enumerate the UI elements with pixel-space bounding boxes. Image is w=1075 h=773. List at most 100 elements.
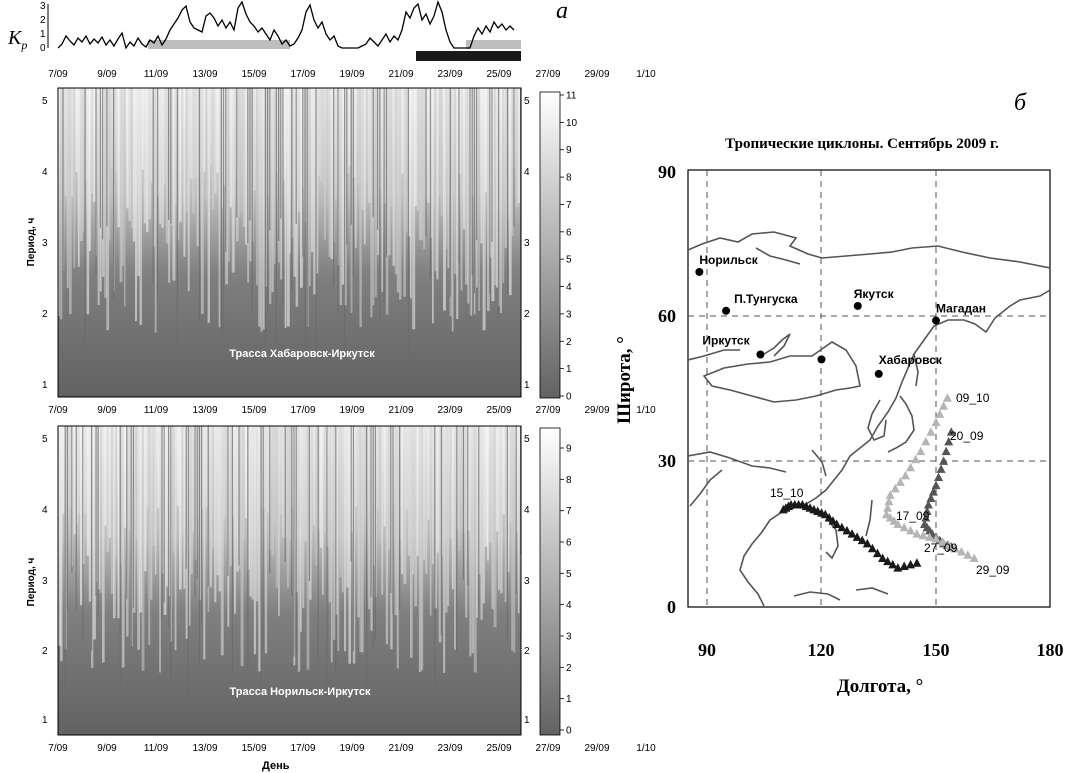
- spectrogram-streak: [396, 426, 399, 669]
- cyclone-track-marker: [912, 529, 922, 538]
- spectrogram-streak: [399, 88, 402, 300]
- spectrogram-dark-streak: [126, 426, 128, 600]
- spectrogram-streak: [511, 88, 514, 236]
- spectrogram-dark-streak: [399, 426, 401, 610]
- spectrogram-streak: [295, 426, 299, 593]
- spectrogram-streak: [388, 426, 391, 550]
- spectrogram-streak: [64, 88, 67, 197]
- spectrogram-streak: [229, 426, 233, 566]
- panel-letter-b: б: [1014, 90, 1027, 116]
- spectrogram-streak: [60, 88, 63, 320]
- spectrogram-streak: [165, 88, 169, 244]
- spectrogram-streak: [110, 426, 114, 595]
- path-label-norilsk-irkutsk: Трасса Норильск-Иркутск: [229, 686, 371, 698]
- spectrogram-streak: [194, 88, 198, 178]
- spectrogram-streak: [352, 426, 356, 664]
- cyclone-track-marker: [906, 525, 916, 535]
- spectrogram-dark-streak: [187, 426, 189, 697]
- lon-tick: 120: [808, 640, 835, 660]
- spectrogram-streak: [458, 88, 462, 175]
- cyclone-track-marker: [857, 535, 867, 545]
- spectrogram-streak: [143, 426, 147, 572]
- spectrogram-streak: [407, 88, 411, 237]
- spectrogram-streak: [491, 88, 495, 302]
- spectrogram-streak: [436, 88, 439, 280]
- spectrogram-dark-streak: [75, 426, 77, 610]
- colorbar-tick: 7: [566, 506, 572, 517]
- spectrogram-dark-streak: [471, 88, 473, 275]
- spectrogram-dark-streak: [370, 426, 372, 597]
- spectrogram-streak: [480, 426, 483, 620]
- spectrogram-streak: [93, 88, 97, 203]
- date-tick: 21/09: [388, 743, 413, 754]
- spectrogram-streak: [308, 426, 312, 600]
- spectrogram-dark-streak: [350, 88, 352, 225]
- spectrogram-streak: [159, 426, 161, 673]
- spectrogram-streak: [297, 88, 301, 213]
- date-tick: 1/10: [636, 405, 656, 416]
- kp-tick: 0: [40, 43, 46, 54]
- spectrogram-streak: [84, 88, 88, 180]
- cyclone-track-marker: [899, 561, 909, 571]
- spectrogram-streak: [460, 426, 463, 533]
- spectrogram-streak: [152, 88, 156, 247]
- spectrogram-streak: [509, 88, 512, 296]
- spectrogram-streak: [293, 88, 297, 277]
- spectrogram-streak: [214, 426, 217, 603]
- spectrogram-streak: [60, 426, 63, 661]
- cyclone-track-marker: [923, 500, 933, 509]
- spectrogram-streak: [146, 88, 149, 233]
- period-tick: 5: [42, 96, 48, 107]
- spectrogram-streak: [174, 426, 177, 651]
- spectrogram-dark-streak: [473, 88, 475, 294]
- date-tick: 13/09: [192, 69, 217, 80]
- spectrogram-dark-streak: [302, 88, 304, 257]
- cyclone-track-marker: [950, 543, 960, 553]
- spectrogram-streak: [449, 426, 453, 539]
- spectrogram-streak: [251, 426, 254, 600]
- date-tick: 29/09: [584, 69, 609, 80]
- map-title: Тропические циклоны. Сентябрь 2009 г.: [725, 136, 999, 152]
- lat-tick: 60: [658, 306, 676, 326]
- spectrogram-streak: [104, 426, 107, 526]
- spectrogram-streak: [319, 426, 323, 548]
- spectrogram-streak: [227, 88, 230, 262]
- spectrogram-streak: [289, 426, 292, 541]
- spectrogram-dark-streak: [176, 88, 178, 351]
- spectrogram-streak: [390, 88, 392, 207]
- spectrogram-streak: [423, 88, 426, 250]
- cyclone-track-marker: [931, 417, 941, 426]
- spectrogram-dark-streak: [196, 426, 198, 580]
- spectrogram-streak: [58, 88, 60, 317]
- spectrogram-dark-streak: [130, 426, 132, 650]
- spectrogram-streak: [502, 426, 506, 515]
- spectrogram-streak: [440, 88, 443, 217]
- kp-tick: 1: [40, 29, 46, 40]
- spectrogram-streak: [504, 88, 508, 249]
- spectrogram-streak: [137, 88, 141, 277]
- colorbar-tick: 11: [566, 91, 577, 102]
- spectrogram-streak: [454, 426, 456, 650]
- spectrogram-streak: [414, 426, 418, 607]
- period-tick: 3: [524, 576, 530, 587]
- spectrogram-streak: [117, 426, 120, 619]
- cyclone-track-marker: [936, 464, 946, 473]
- date-tick: 11/09: [144, 405, 169, 416]
- spectrogram-streak: [335, 426, 338, 615]
- cyclone-track-marker: [942, 393, 952, 402]
- date-tick: 13/09: [192, 743, 217, 754]
- spectrogram-streak: [110, 88, 113, 168]
- kp-axis-label: Kp: [7, 27, 27, 52]
- period-tick: 2: [524, 646, 530, 657]
- date-tick: 1/10: [636, 69, 656, 80]
- spectrogram-texture: [58, 88, 521, 364]
- spectrogram-streak: [106, 88, 110, 331]
- spectrogram-streak: [377, 426, 380, 511]
- date-tick: 25/09: [486, 405, 511, 416]
- spectrogram-streak: [229, 88, 232, 208]
- spectrogram-dark-streak: [132, 426, 134, 608]
- spectrogram-streak: [403, 426, 407, 584]
- spectrogram-streak: [88, 426, 92, 602]
- spectrogram-streak: [286, 88, 290, 327]
- city-dot: [932, 316, 940, 325]
